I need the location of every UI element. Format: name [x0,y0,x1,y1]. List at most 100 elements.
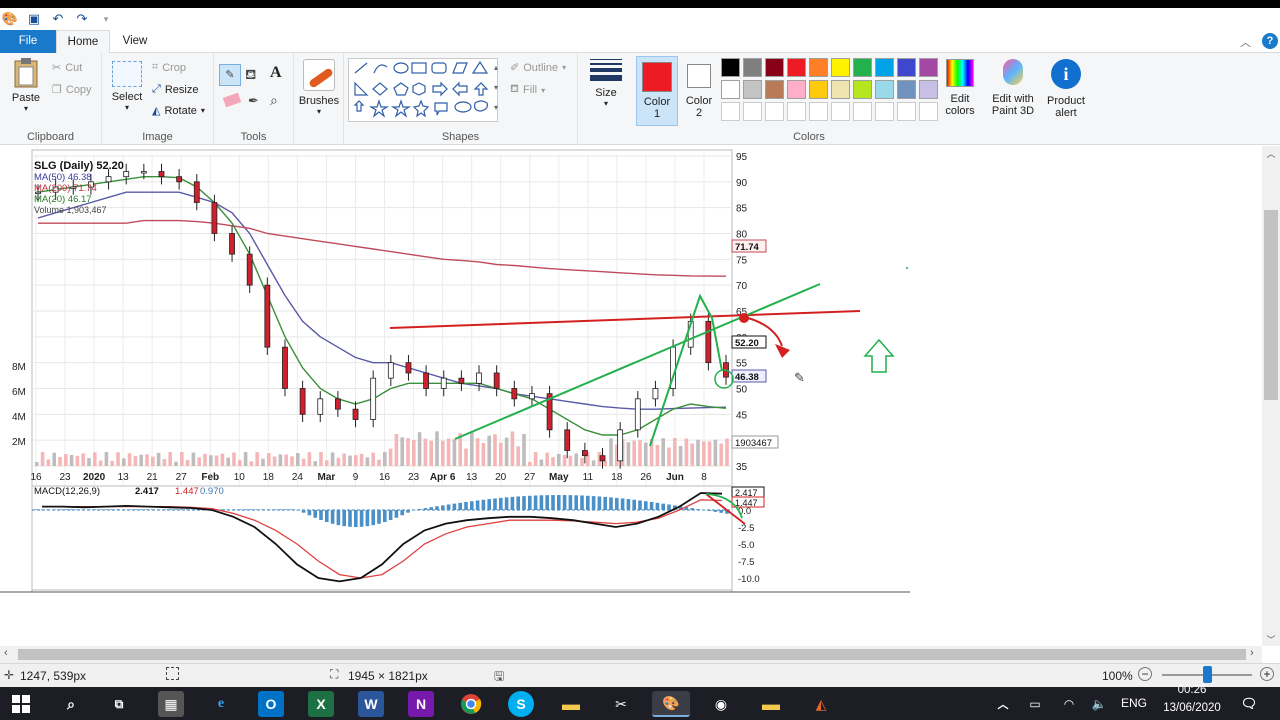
outlook-icon[interactable]: O [258,691,284,717]
color2-button[interactable]: Color 2 [680,56,718,126]
shapes-gallery[interactable] [348,58,498,122]
scroll-up-icon[interactable]: ︿ [1266,149,1276,159]
color-swatch[interactable] [919,80,938,99]
snipping-tool-icon[interactable]: ✂ [615,695,627,712]
skype-icon[interactable]: S [508,691,534,717]
search-icon[interactable]: ⌕ [67,695,75,712]
help-icon[interactable]: ? [1262,33,1278,49]
paint-taskbar-icon[interactable]: 🎨 [652,691,690,717]
color-swatch[interactable] [787,102,806,121]
save-icon[interactable]: ▣ [27,11,41,26]
color-swatch[interactable] [721,58,740,77]
color-swatch[interactable] [897,102,916,121]
color-swatch[interactable] [721,102,740,121]
color-swatch[interactable] [919,102,938,121]
vertical-scroll-thumb[interactable] [1264,210,1278,400]
cut-button[interactable]: ✂ Cut [52,61,82,75]
excel-icon[interactable]: X [308,691,334,717]
show-hidden-icons[interactable]: ︿ [997,699,1009,711]
horizontal-scrollbar[interactable]: ‹ › [0,646,1262,663]
canvas-area[interactable]: 9590858075706560555045403516232020132127… [0,146,1262,646]
file-explorer-icon[interactable]: ▬ [562,693,580,714]
edit-with-paint3d-button[interactable]: Edit with Paint 3D [986,59,1040,117]
paint-app-icon[interactable]: 🎨 [1,11,19,26]
tab-view[interactable]: View [122,35,148,47]
color-swatch[interactable] [765,102,784,121]
redo-icon[interactable]: ↷ [76,11,88,26]
copy-button[interactable]: ❐ Copy [52,83,92,97]
color-swatch[interactable] [765,58,784,77]
color-swatch[interactable] [853,102,872,121]
internet-explorer-icon[interactable]: e [217,696,225,711]
color1-button[interactable]: Color 1 [636,56,678,126]
input-language[interactable]: ENG [1121,696,1148,710]
zoom-in-icon[interactable]: + [1260,667,1274,681]
zoom-out-icon[interactable]: − [1138,667,1152,681]
resize-button[interactable]: ⤢ Resize [152,83,198,96]
color-swatch[interactable] [919,58,938,77]
onenote-icon[interactable]: N [408,691,434,717]
color-swatch[interactable] [721,80,740,99]
tab-file[interactable]: File [0,30,56,53]
color-swatch[interactable] [897,80,916,99]
vertical-scrollbar[interactable]: ︿ ﹀ [1262,146,1280,646]
color-swatch[interactable] [853,58,872,77]
windows-start-icon[interactable] [8,691,34,717]
task-view-icon[interactable]: ⧉ [114,696,124,711]
tab-home[interactable]: Home [56,30,110,54]
fill-button[interactable]: ⛾ Fill ▾ [510,83,545,97]
product-alert-button[interactable]: i Product alert [1042,59,1090,119]
zoom-slider-thumb[interactable] [1203,666,1212,683]
color-swatch[interactable] [875,80,894,99]
color-swatch[interactable] [875,58,894,77]
text-tool-icon[interactable]: A [270,64,282,81]
color-swatch[interactable] [743,102,762,121]
color-swatch[interactable] [853,80,872,99]
size-button[interactable]: Size ▾ [584,59,628,108]
magnifier-icon[interactable]: ⌕ [270,92,278,108]
volume-icon[interactable]: 🔈 [1091,697,1107,711]
outline-button[interactable]: ✐ Outline ▾ [510,61,566,75]
scroll-right-icon[interactable]: › [1250,647,1254,659]
word-icon[interactable]: W [358,691,384,717]
eraser-tool-icon[interactable] [222,92,242,108]
notifications-icon[interactable]: 🗨 [1240,696,1258,711]
color-swatch[interactable] [743,80,762,99]
calculator-icon[interactable]: ▦ [158,691,184,717]
pencil-tool[interactable]: ✎ [219,64,241,86]
color-picker-icon[interactable]: ✒ [248,93,259,108]
color-swatch[interactable] [787,80,806,99]
crop-button[interactable]: ⌗ Crop [152,61,186,74]
fill-tool-icon[interactable]: ⛾ [245,66,257,82]
obs-icon[interactable]: ◉ [714,695,728,712]
color-swatch[interactable] [897,58,916,77]
color-swatch[interactable] [743,58,762,77]
color-swatch[interactable] [831,102,850,121]
customize-quick-access-icon[interactable]: ▾ [103,13,109,24]
undo-icon[interactable]: ↶ [52,11,64,26]
clock-date[interactable]: 13/06/2020 [1163,702,1221,714]
rotate-button[interactable]: ◭ Rotate ▾ [152,104,205,118]
wifi-icon[interactable]: ◠ [1064,697,1074,711]
brushes-button[interactable]: Brushes ▾ [298,59,340,116]
color-swatch[interactable] [831,58,850,77]
color-swatch[interactable] [765,80,784,99]
color-swatch[interactable] [831,80,850,99]
horizontal-scroll-thumb[interactable] [18,649,1246,660]
color-swatch[interactable] [809,58,828,77]
minimize-ribbon-icon[interactable]: ︿ [1240,37,1251,49]
color-swatch[interactable] [875,102,894,121]
clock-time[interactable]: 00:26 [1177,684,1207,696]
paste-button[interactable]: Paste ▾ [6,57,46,113]
matlab-icon[interactable]: ◭ [815,695,827,712]
select-button[interactable]: Select ▾ [108,61,146,112]
edit-colors-button[interactable]: Edit colors [940,59,980,117]
color-swatch[interactable] [809,80,828,99]
color-swatch[interactable] [809,102,828,121]
folder-icon[interactable]: ▬ [762,693,780,714]
scroll-down-icon[interactable]: ﹀ [1266,635,1276,645]
shapes-scroll-icon[interactable]: ▴ ▾ ▾ [494,63,499,112]
chrome-icon[interactable] [458,691,484,717]
color-swatch[interactable] [787,58,806,77]
battery-icon[interactable]: ▭ [1029,697,1041,711]
